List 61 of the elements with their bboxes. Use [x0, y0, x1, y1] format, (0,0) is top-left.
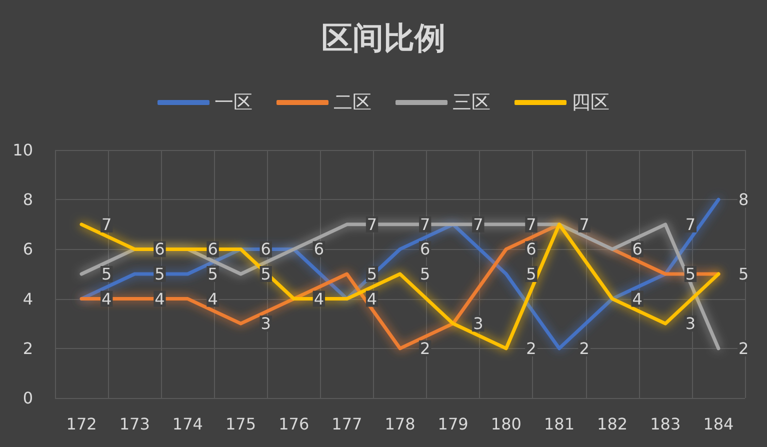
x-tick-label: 184: [703, 414, 734, 434]
y-tick-label: 4: [22, 289, 33, 308]
y-tick-label: 6: [22, 240, 33, 259]
data-label: 2: [579, 338, 590, 358]
data-label: 5: [154, 264, 165, 284]
data-label: 4: [208, 289, 218, 308]
data-label: 6: [154, 240, 165, 259]
data-label: 7: [579, 214, 590, 234]
data-label: 3: [473, 314, 484, 334]
data-label: 7: [102, 214, 112, 234]
data-label: 2: [420, 338, 430, 358]
data-label: 5: [366, 264, 378, 284]
data-label: 5: [208, 264, 218, 284]
data-label: 6: [420, 240, 430, 259]
data-label: 4: [632, 289, 642, 308]
x-tick-label: 179: [438, 414, 468, 434]
data-label: 5: [738, 264, 749, 284]
x-tick-label: 172: [66, 414, 97, 434]
x-tick-label: 182: [597, 414, 628, 434]
data-label: 4: [154, 289, 165, 308]
y-tick-label: 8: [22, 190, 33, 210]
data-label: 6: [632, 240, 642, 259]
data-label: 3: [685, 314, 696, 334]
data-label: 7: [366, 214, 378, 234]
x-tick-label: 181: [544, 414, 575, 434]
data-label: 5: [685, 264, 696, 284]
legend-label: 一区: [214, 92, 252, 114]
chart-title: 区间比例: [322, 20, 446, 56]
data-label: 7: [473, 214, 484, 234]
data-label: 4: [102, 289, 112, 308]
data-label: 6: [208, 240, 218, 259]
x-tick-label: 180: [490, 414, 522, 434]
data-label: 6: [526, 240, 536, 259]
x-tick-label: 173: [119, 414, 150, 434]
data-label: 2: [738, 338, 749, 358]
y-tick-label: 0: [22, 388, 33, 408]
data-label: 8: [738, 190, 749, 210]
data-label: 5: [102, 264, 112, 284]
x-tick-label: 176: [278, 414, 310, 434]
x-tick-label: 174: [172, 414, 203, 434]
data-label: 7: [685, 214, 696, 234]
y-tick-label: 2: [22, 338, 33, 358]
data-label: 6: [314, 240, 324, 259]
legend-label: 三区: [452, 92, 490, 114]
x-tick-label: 183: [650, 414, 681, 434]
data-label: 5: [260, 264, 271, 284]
data-label: 7: [420, 214, 430, 234]
y-tick-label: 10: [12, 140, 33, 160]
data-label: 7: [526, 214, 536, 234]
x-tick-label: 178: [384, 414, 416, 434]
data-label: 5: [526, 264, 536, 284]
data-label: 3: [260, 314, 271, 334]
legend-label: 二区: [334, 92, 372, 114]
data-label: 4: [366, 289, 378, 308]
data-label: 2: [526, 338, 536, 358]
x-tick-label: 177: [332, 414, 362, 434]
legend-label: 四区: [572, 92, 610, 114]
x-tick-label: 175: [225, 414, 256, 434]
data-label: 4: [314, 289, 324, 308]
data-label: 5: [420, 264, 430, 284]
data-label: 6: [260, 240, 271, 259]
